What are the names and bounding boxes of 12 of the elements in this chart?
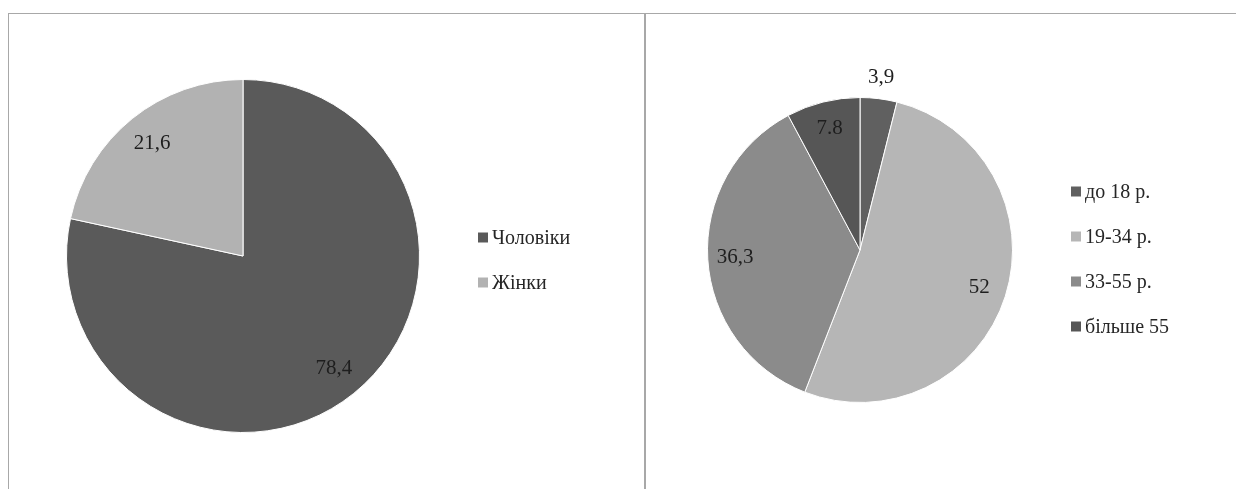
legend-label: до 18 р. xyxy=(1085,179,1151,203)
data-label: 52 xyxy=(968,274,990,299)
data-label: 3,9 xyxy=(868,63,895,88)
legend-label: 33-55 р. xyxy=(1085,269,1152,293)
legend-label: 19-34 р. xyxy=(1085,224,1152,248)
data-label: 36,3 xyxy=(716,243,754,268)
data-label: 7.8 xyxy=(816,115,843,140)
legend-label: Чоловіки xyxy=(492,225,571,248)
data-label: 78,4 xyxy=(315,355,353,380)
legend-label: більше 55 xyxy=(1085,314,1170,337)
legend-label: Жінки xyxy=(492,270,547,293)
data-label: 21,6 xyxy=(133,129,171,154)
